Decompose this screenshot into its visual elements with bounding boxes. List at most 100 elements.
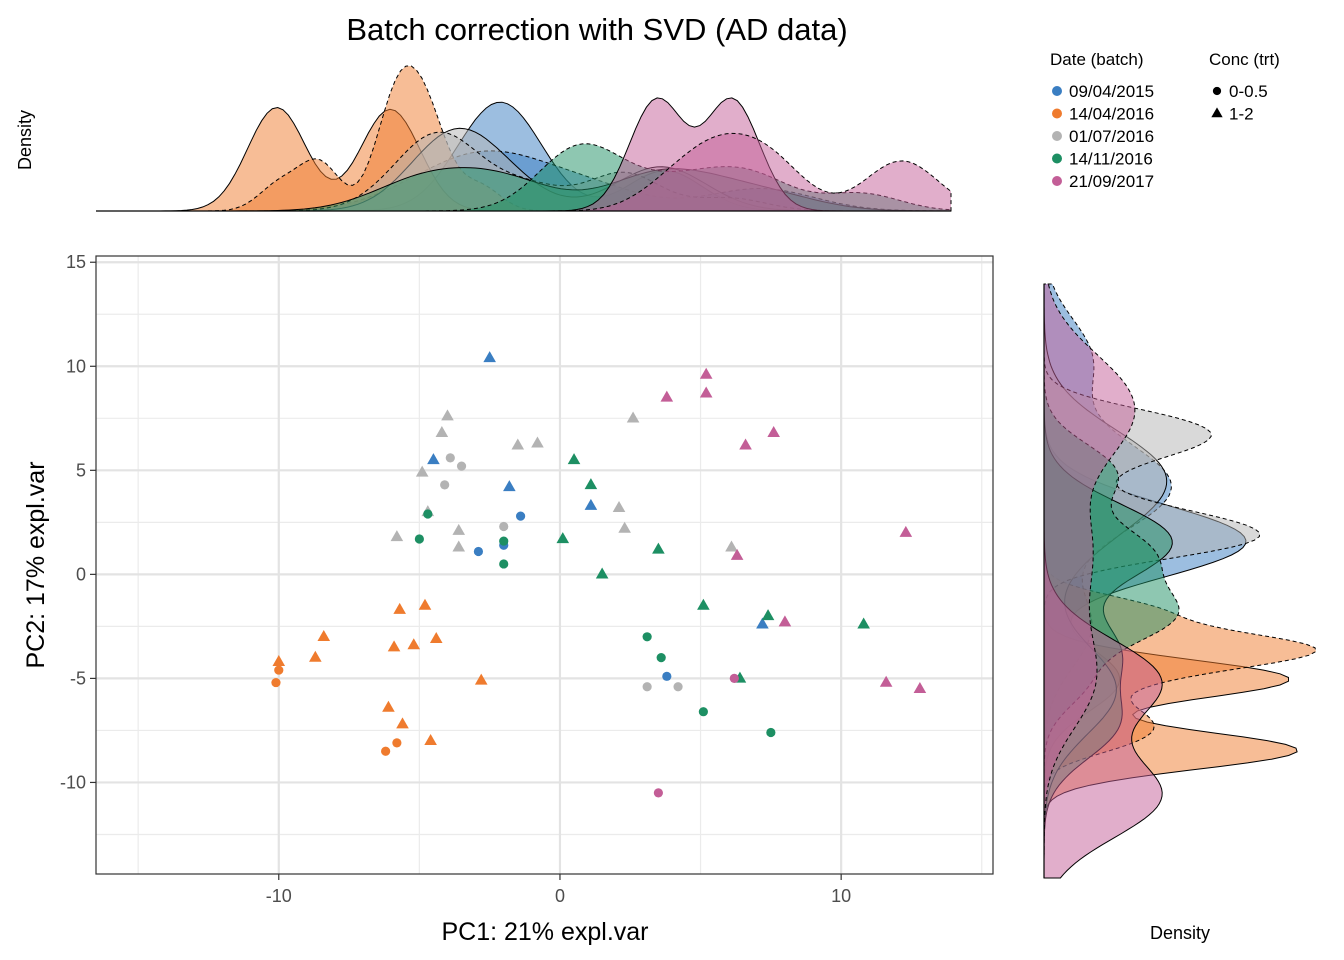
data-point (725, 540, 738, 552)
data-point (618, 521, 631, 533)
right-density-xlabel: Density (1150, 923, 1210, 943)
data-point (473, 546, 484, 557)
y-tick-label: -5 (70, 668, 86, 688)
right-density-curve (1043, 283, 1136, 878)
data-point (531, 436, 544, 448)
data-point (656, 652, 666, 663)
legend-color-key (1052, 108, 1062, 119)
y-tick-label: 15 (66, 252, 86, 272)
data-point (913, 681, 927, 693)
data-point (390, 530, 404, 542)
data-point (584, 478, 598, 490)
data-point (456, 461, 467, 471)
data-point (515, 511, 526, 521)
data-point (699, 367, 713, 379)
y-tick-label: 0 (76, 564, 86, 584)
data-point (642, 682, 652, 692)
data-point (879, 675, 893, 687)
legend-color-label: 14/11/2016 (1069, 150, 1153, 169)
y-tick-label: 10 (66, 356, 86, 376)
data-point (393, 602, 406, 614)
data-point (778, 615, 792, 627)
data-point (427, 453, 440, 465)
data-point (673, 682, 683, 692)
legend: Date (batch) 09/04/2015 14/04/2016 01/07/2… (1050, 50, 1280, 191)
data-point (499, 559, 509, 569)
data-point (899, 525, 913, 537)
data-point (392, 738, 402, 748)
data-point (441, 409, 454, 421)
legend-color-label: 14/04/2016 (1069, 105, 1154, 124)
data-point (698, 707, 708, 717)
data-point (739, 438, 752, 450)
data-point (499, 536, 509, 546)
data-point (387, 640, 401, 652)
data-point (662, 671, 672, 681)
data-point (642, 632, 652, 642)
scatter-panel: -10 0 10 -10 -5 0 5 10 15 PC1: 21% expl.var PC2:… (22, 252, 994, 946)
data-point (652, 542, 665, 554)
plot-border (95, 255, 994, 875)
legend-shape-key (1212, 86, 1222, 96)
data-point (499, 521, 509, 532)
data-point (730, 548, 744, 560)
data-point (271, 677, 281, 688)
legend-color-key (1052, 153, 1062, 164)
x-tick-label: 10 (831, 886, 851, 906)
right-density-panel: Density (1043, 283, 1317, 943)
x-axis-label: PC1: 21% expl.var (441, 918, 648, 946)
data-point (626, 411, 640, 423)
top-density-panel: Density (15, 65, 952, 212)
x-tick-label: -10 (266, 886, 292, 906)
legend-color-entries: 09/04/2015 14/04/2016 01/07/2016 14/11/2016… (1052, 82, 1154, 191)
legend-color-key (1052, 86, 1062, 96)
legend-color-key (1052, 131, 1062, 141)
data-point (407, 638, 421, 650)
data-point (317, 629, 331, 641)
legend-shape-key (1211, 107, 1223, 118)
gridlines (96, 256, 993, 874)
data-point (483, 351, 496, 363)
data-point (595, 567, 609, 579)
data-point (766, 727, 776, 738)
chart-title: Batch correction with SVD (AD data) (346, 12, 847, 47)
data-point (309, 650, 322, 662)
data-point (429, 632, 443, 644)
data-point (697, 598, 710, 610)
y-axis-label: PC2: 17% expl.var (22, 461, 50, 668)
data-point (556, 532, 570, 544)
data-point (612, 500, 626, 512)
data-point (857, 617, 870, 629)
legend-shape-label: 0-0.5 (1229, 82, 1268, 101)
data-point (274, 665, 284, 675)
x-tick-label: 0 (555, 886, 565, 906)
data-point (699, 386, 713, 398)
legend-shape-title: Conc (trt) (1209, 50, 1280, 69)
legend-shape-entries: 0-0.5 1-2 (1211, 82, 1268, 124)
data-point (584, 498, 598, 510)
data-point (445, 453, 455, 463)
data-point (511, 438, 525, 450)
legend-color-label: 01/07/2016 (1069, 127, 1154, 146)
data-point (396, 717, 409, 729)
y-tick-label: -10 (60, 772, 86, 792)
data-point (567, 453, 581, 465)
axis-ticks: -10 0 10 -10 -5 0 5 10 15 (60, 252, 851, 906)
data-point (423, 509, 433, 519)
data-point (767, 426, 780, 438)
legend-shape-label: 1-2 (1229, 105, 1254, 124)
data-point (653, 788, 663, 798)
data-point (729, 673, 739, 684)
y-tick-label: 5 (76, 460, 86, 480)
data-point (503, 480, 516, 492)
plot-background (96, 256, 993, 874)
top-density-curves (96, 65, 952, 212)
right-density-curves (1043, 283, 1317, 879)
data-point (452, 523, 466, 535)
scatter-points (271, 351, 927, 798)
legend-color-title: Date (batch) (1050, 50, 1144, 69)
data-point (756, 617, 769, 629)
data-point (381, 746, 391, 756)
data-point (452, 540, 466, 552)
